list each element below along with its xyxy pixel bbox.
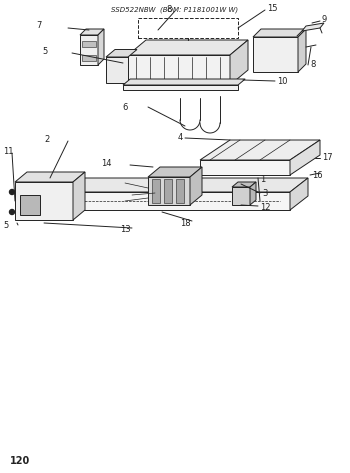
Polygon shape xyxy=(128,40,248,55)
Text: 8: 8 xyxy=(167,6,172,15)
Polygon shape xyxy=(200,160,290,175)
Text: 9: 9 xyxy=(322,16,327,25)
Polygon shape xyxy=(290,140,320,175)
Polygon shape xyxy=(152,179,160,203)
Polygon shape xyxy=(15,182,73,220)
Polygon shape xyxy=(35,192,290,210)
Text: 17: 17 xyxy=(322,154,332,163)
Polygon shape xyxy=(80,29,104,35)
Polygon shape xyxy=(302,23,324,31)
Text: SSD522NBW  (BOM: P1181001W W): SSD522NBW (BOM: P1181001W W) xyxy=(111,7,239,14)
Polygon shape xyxy=(164,179,172,203)
Text: 5: 5 xyxy=(3,221,8,230)
Polygon shape xyxy=(298,29,306,72)
Polygon shape xyxy=(128,55,230,85)
Text: 12: 12 xyxy=(260,202,271,211)
Polygon shape xyxy=(82,55,96,61)
Polygon shape xyxy=(148,167,202,177)
Text: 6: 6 xyxy=(122,104,128,113)
Polygon shape xyxy=(176,179,184,203)
Polygon shape xyxy=(290,178,308,210)
Polygon shape xyxy=(123,79,245,85)
Polygon shape xyxy=(20,195,40,215)
Text: 4: 4 xyxy=(178,132,183,141)
Text: 7: 7 xyxy=(37,21,42,30)
Polygon shape xyxy=(230,40,248,85)
Text: 10: 10 xyxy=(277,78,287,87)
Polygon shape xyxy=(123,85,238,90)
Polygon shape xyxy=(106,50,137,57)
Text: 1: 1 xyxy=(260,175,265,184)
Polygon shape xyxy=(232,182,256,187)
Polygon shape xyxy=(232,187,250,205)
Polygon shape xyxy=(148,177,190,205)
Text: 16: 16 xyxy=(312,172,323,181)
Polygon shape xyxy=(200,140,320,160)
Polygon shape xyxy=(106,57,128,83)
Text: 15: 15 xyxy=(267,5,278,14)
Polygon shape xyxy=(15,172,85,182)
Polygon shape xyxy=(190,167,202,205)
Text: 5: 5 xyxy=(43,47,48,56)
Polygon shape xyxy=(253,29,306,37)
Text: 18: 18 xyxy=(180,219,190,228)
Polygon shape xyxy=(35,178,308,192)
Polygon shape xyxy=(253,37,298,72)
Text: 120: 120 xyxy=(10,456,30,466)
Text: 8: 8 xyxy=(310,61,315,70)
Text: 13: 13 xyxy=(120,226,130,235)
Circle shape xyxy=(9,190,14,194)
Polygon shape xyxy=(80,35,98,65)
Polygon shape xyxy=(250,182,256,205)
Text: 3: 3 xyxy=(262,190,267,199)
Polygon shape xyxy=(82,41,96,47)
Polygon shape xyxy=(98,29,104,65)
Text: 11: 11 xyxy=(3,148,14,157)
Circle shape xyxy=(9,210,14,214)
Text: 2: 2 xyxy=(45,135,50,144)
Text: 14: 14 xyxy=(102,159,112,168)
Polygon shape xyxy=(73,172,85,220)
